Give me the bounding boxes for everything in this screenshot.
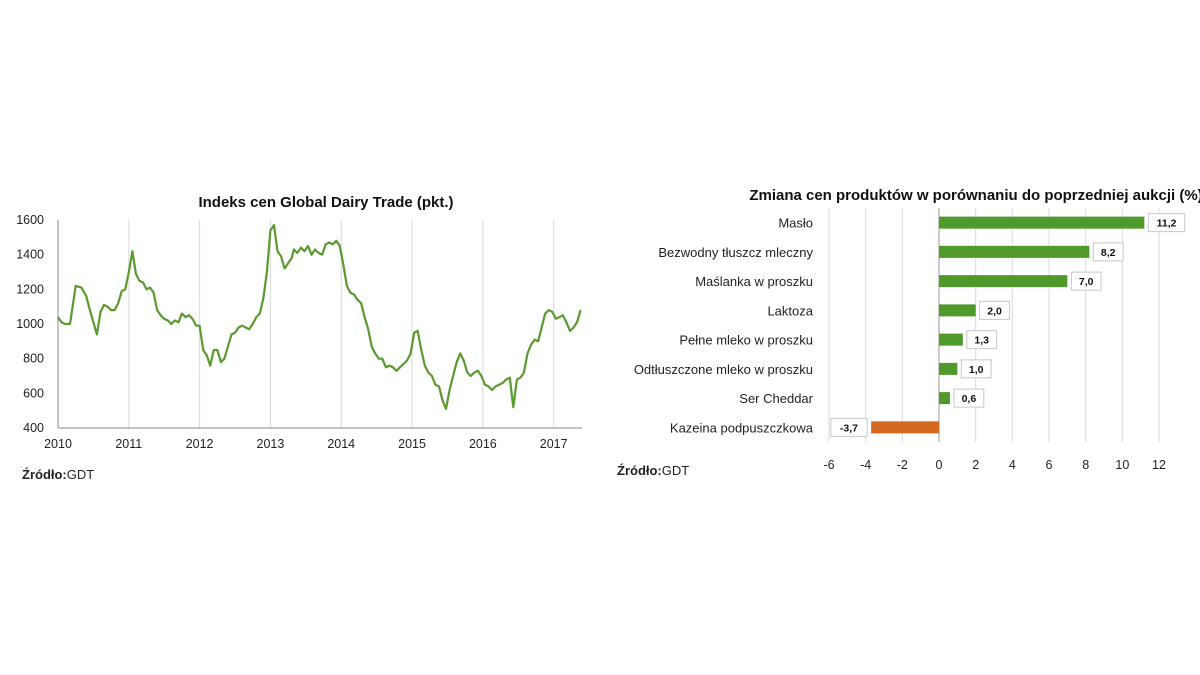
x-tick-label: 2016 <box>469 437 497 451</box>
data-label: 7,0 <box>1079 276 1094 288</box>
bar <box>939 392 950 405</box>
data-label-box <box>960 359 992 379</box>
x-tick-label: 2012 <box>186 437 214 451</box>
x-tick-label: 12 <box>1152 458 1166 472</box>
source-left-label: Źródło: <box>22 467 67 482</box>
x-tick-label: 2014 <box>327 437 355 451</box>
data-label-box <box>1147 213 1186 233</box>
x-tick-label: 2013 <box>257 437 285 451</box>
category-label: Maślanka w proszku <box>695 274 813 289</box>
x-tick-label: 2011 <box>115 437 142 451</box>
gdt-index-series-line <box>57 224 582 410</box>
chart-title: Zmiana cen produktów w porównaniu do pop… <box>749 187 1200 204</box>
data-label-box <box>1092 242 1124 262</box>
category-label: Pełne mleko w proszku <box>679 333 813 348</box>
data-label-box <box>830 417 868 437</box>
bar <box>939 216 1145 229</box>
x-tick-label: 10 <box>1115 458 1129 472</box>
source-right-label: Źródło: <box>617 463 662 478</box>
gdt-index-line-chart: Indeks cen Global Dairy Trade (pkt.) 2010… <box>0 180 600 500</box>
source-left: Źródło:GDT <box>22 467 94 482</box>
category-label: Odtłuszczone mleko w proszku <box>634 362 813 377</box>
data-label: 11,2 <box>1157 218 1177 230</box>
data-label-box <box>966 330 998 350</box>
data-label-box <box>979 300 1010 320</box>
source-right-value: GDT <box>661 463 690 478</box>
price-change-svg: Zmiana cen produktów w porównaniu do pop… <box>634 187 1200 472</box>
data-label-box <box>953 388 985 408</box>
x-tick-label: 8 <box>1082 458 1089 472</box>
bar <box>939 362 958 375</box>
y-tick-label: 400 <box>23 421 44 435</box>
y-tick-label: 800 <box>23 352 44 366</box>
price-change-bar-chart: Zmiana cen produktów w porównaniu do pop… <box>600 180 1200 500</box>
bar <box>939 304 976 317</box>
x-tick-label: -6 <box>823 458 834 472</box>
y-tick-label: 1000 <box>16 317 44 331</box>
bar <box>939 275 1068 288</box>
data-label: -3,7 <box>840 422 858 434</box>
x-tick-label: 2 <box>972 458 979 472</box>
x-tick-label: 0 <box>936 458 943 472</box>
y-tick-label: 1200 <box>16 282 44 296</box>
category-label: Masło <box>778 216 813 231</box>
category-label: Ser Cheddar <box>739 391 813 406</box>
data-label-box <box>1070 271 1102 291</box>
x-tick-label: 4 <box>1009 458 1016 472</box>
x-tick-label: -2 <box>897 458 908 472</box>
bar <box>939 245 1090 258</box>
data-label: 1,3 <box>974 335 989 347</box>
y-tick-label: 600 <box>23 386 44 400</box>
x-tick-label: 2010 <box>44 437 72 451</box>
x-tick-label: 2015 <box>398 437 426 451</box>
x-tick-label: -4 <box>860 458 871 472</box>
source-right: Źródło:GDT <box>617 463 689 478</box>
chart-title: Indeks cen Global Dairy Trade (pkt.) <box>198 194 453 211</box>
y-tick-label: 1400 <box>16 248 44 262</box>
category-label: Bezwodny tłuszcz mleczny <box>658 245 813 260</box>
category-label: Kazeina podpuszczkowa <box>670 420 814 435</box>
y-tick-label: 1600 <box>16 213 44 227</box>
data-label: 2,0 <box>987 305 1002 317</box>
x-tick-label: 2017 <box>540 437 568 451</box>
category-label: Laktoza <box>767 303 813 318</box>
x-tick-label: 6 <box>1046 458 1053 472</box>
bar <box>939 333 963 346</box>
data-label: 1,0 <box>969 364 984 376</box>
data-label: 8,2 <box>1101 247 1116 259</box>
source-left-value: GDT <box>66 467 95 482</box>
data-label: 0,6 <box>962 393 977 405</box>
gdt-index-svg: Indeks cen Global Dairy Trade (pkt.) 2010… <box>16 194 582 451</box>
bar <box>871 421 939 434</box>
